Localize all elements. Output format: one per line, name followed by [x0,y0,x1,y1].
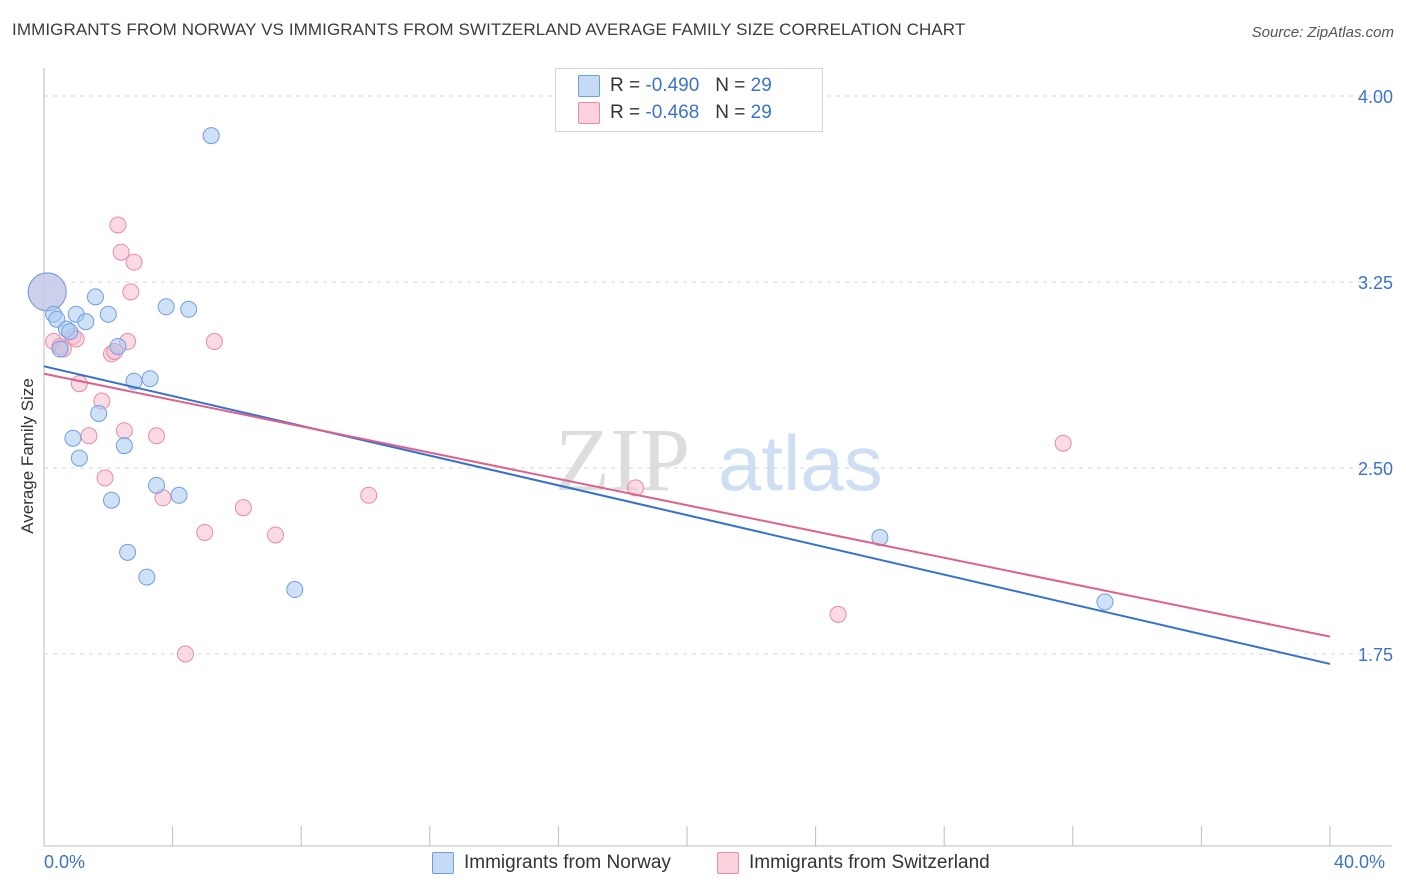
norway-point [286,581,304,599]
switzerland-point [266,526,284,544]
chart-title: IMMIGRANTS FROM NORWAY VS IMMIGRANTS FRO… [12,20,966,39]
norway-point [64,429,82,447]
y-tick-labels: 1.75 2.50 3.25 4.00 [1358,87,1393,665]
switzerland-n-value: 29 [750,102,772,124]
switzerland-point [70,375,88,393]
norway-point [141,370,159,388]
norway-point [70,449,88,467]
switzerland-point [234,499,252,517]
x-tick-label-min: 0.0% [44,852,86,872]
legend-switzerland-label: Immigrants from Switzerland [749,852,990,874]
legend-switzerland-swatch [717,852,739,874]
legend-item-norway: Immigrants from Norway [432,852,671,874]
norway-point [90,404,108,422]
switzerland-point [148,427,166,445]
switzerland-point [360,486,378,504]
norway-r-value: -0.490 [645,75,700,97]
norway-point [61,323,79,341]
switzerland-r-label: R = [610,102,641,124]
norway-point [115,437,133,455]
stats-row-norway: R = -0.490 N = 29 [578,75,772,99]
y-tick-label: 1.75 [1358,645,1393,665]
norway-point [1096,593,1114,611]
axes [43,68,1392,847]
watermark-atlas: atlas [718,419,883,507]
norway-point [170,486,188,504]
norway-n-label: N = [715,75,746,97]
y-axis-label: Average Family Size [18,378,37,534]
trend-lines [43,365,1331,665]
y-tick-label: 4.00 [1358,87,1393,107]
switzerland-point [627,479,645,497]
y-tick-label: 3.25 [1358,273,1393,293]
norway-point [99,305,117,323]
norway-trend-line [43,365,1331,665]
switzerland-swatch [578,102,600,124]
norway-point [77,313,95,331]
norway-n-value: 29 [750,75,772,97]
norway-point [109,337,127,355]
legend-norway-label: Immigrants from Norway [464,852,671,874]
switzerland-point [115,422,133,440]
norway-point [27,272,67,312]
x-tick-label-max: 40.0% [1334,852,1386,872]
norway-r-label: R = [610,75,641,97]
switzerland-point [80,427,98,445]
switzerland-point [96,469,114,487]
norway-point [202,127,220,145]
norway-point [51,340,69,358]
norway-point [180,300,198,318]
norway-points [27,127,1114,611]
norway-swatch [578,75,600,97]
norway-point [148,476,166,494]
switzerland-point [109,216,127,234]
source-value: ZipAtlas.com [1307,24,1394,41]
switzerland-point [125,253,143,271]
switzerland-point [1054,434,1072,452]
source-label: Source: [1251,24,1304,41]
norway-point [86,288,104,306]
watermark-zip: ZIP [555,411,690,510]
switzerland-point [829,605,847,623]
stats-row-switzerland: R = -0.468 N = 29 [578,102,772,126]
legend-item-switzerland: Immigrants from Switzerland [717,852,990,874]
switzerland-point [122,283,140,301]
norway-point [138,568,156,586]
switzerland-point [176,645,194,663]
switzerland-trend-line [43,372,1331,638]
stats-legend: R = -0.490 N = 29 R = -0.468 N = 29 [555,68,823,132]
source-attribution: Source: ZipAtlas.com [1252,24,1394,41]
norway-point [103,491,121,509]
y-tick-label: 2.50 [1358,459,1393,479]
switzerland-r-value: -0.468 [645,102,700,124]
switzerland-points [27,216,1072,663]
switzerland-point [196,523,214,541]
legend-norway-swatch [432,852,454,874]
switzerland-n-label: N = [715,102,746,124]
switzerland-point [205,333,223,351]
norway-point [157,298,175,316]
norway-point [119,543,137,561]
gridlines [44,95,1392,655]
switzerland-point [112,243,130,261]
